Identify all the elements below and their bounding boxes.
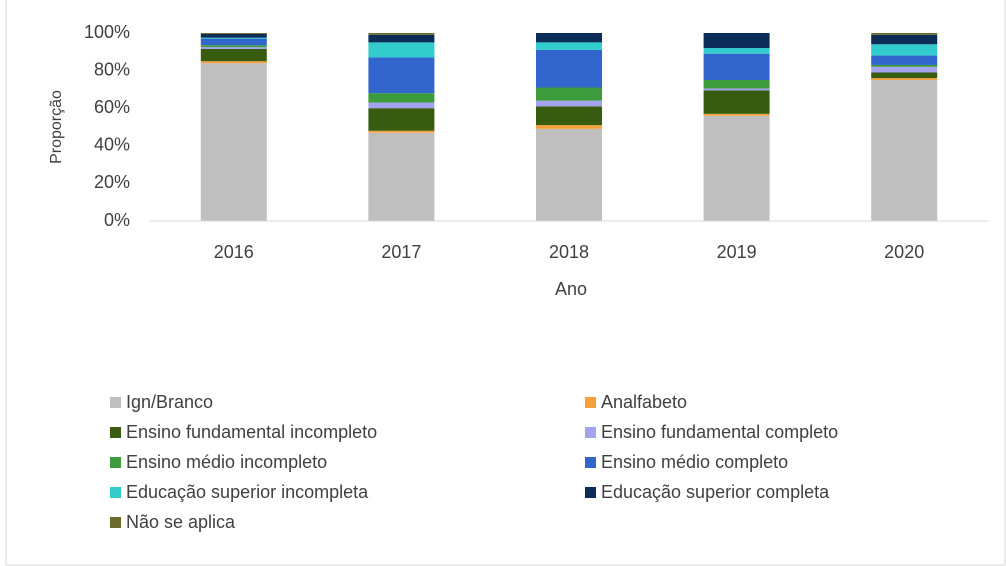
bar-segment xyxy=(871,44,938,56)
bar-segment xyxy=(871,55,938,65)
x-tick-label: 2016 xyxy=(214,242,254,262)
bar-segment xyxy=(703,53,770,80)
bar-segment xyxy=(871,80,938,221)
legend-label: Não se aplica xyxy=(126,512,236,532)
bar-segment xyxy=(200,33,267,34)
bar-segment xyxy=(536,49,602,88)
legend-swatch xyxy=(585,397,596,408)
bar-segment xyxy=(368,130,435,133)
bar-segment xyxy=(871,64,938,67)
legend-label: Ensino fundamental completo xyxy=(601,422,838,442)
y-tick-label: 0% xyxy=(104,210,130,230)
x-tick-label: 2017 xyxy=(381,242,421,262)
y-tick-label: 60% xyxy=(94,97,130,117)
bar-segment xyxy=(536,33,602,43)
y-tick-label: 100% xyxy=(84,22,130,42)
bar-segment xyxy=(200,37,267,39)
bar-segment xyxy=(200,63,267,221)
legend-swatch xyxy=(110,487,121,498)
legend-label: Educação superior incompleta xyxy=(126,482,369,502)
bar-segment xyxy=(200,47,267,49)
bar-segment xyxy=(368,132,435,221)
legend-swatch xyxy=(585,457,596,468)
legend-swatch xyxy=(585,427,596,438)
bar-segment xyxy=(703,113,770,116)
x-tick-label: 2019 xyxy=(717,242,757,262)
y-tick-label: 80% xyxy=(94,59,130,79)
bar-segment xyxy=(200,61,267,64)
bar-segment xyxy=(200,45,267,48)
bar-segment xyxy=(703,33,770,49)
bar-segment xyxy=(200,33,267,38)
bar-segment xyxy=(536,125,602,129)
bar-segment xyxy=(703,115,770,221)
bar-segment xyxy=(703,48,770,54)
x-tick-label: 2018 xyxy=(549,242,589,262)
legend-swatch xyxy=(585,487,596,498)
bar-segment xyxy=(703,90,770,114)
legend-label: Ensino médio incompleto xyxy=(126,452,327,472)
bar-segment xyxy=(368,93,435,103)
y-tick-label: 20% xyxy=(94,172,130,192)
bar-segment xyxy=(871,66,938,73)
bar-segment xyxy=(368,57,435,94)
bar-segment xyxy=(200,38,267,46)
bar-segment xyxy=(368,34,435,43)
bar-segment xyxy=(368,102,435,109)
legend-label: Analfabeto xyxy=(601,392,687,412)
legend-label: Ensino fundamental incompleto xyxy=(126,422,377,442)
bar-segment xyxy=(871,33,938,35)
bar-segment xyxy=(200,48,267,62)
legend-swatch xyxy=(110,457,121,468)
bar-segment xyxy=(536,87,602,101)
y-tick-label: 40% xyxy=(94,135,130,155)
legend-label: Educação superior completa xyxy=(601,482,830,502)
bar-segment xyxy=(536,100,602,107)
y-axis-label: Proporção xyxy=(48,90,65,164)
bar-segment xyxy=(536,106,602,126)
frame xyxy=(5,0,1006,566)
bar-segment xyxy=(368,33,435,35)
legend-label: Ensino médio completo xyxy=(601,452,788,472)
legend-label: Ign/Branco xyxy=(126,392,213,412)
legend-swatch xyxy=(110,517,121,528)
x-axis-label: Ano xyxy=(555,279,587,299)
bar-segment xyxy=(871,78,938,80)
legend-swatch xyxy=(110,397,121,408)
bar-segment xyxy=(536,128,602,221)
bar-segment xyxy=(871,34,938,45)
bar-segment xyxy=(368,108,435,131)
legend-swatch xyxy=(110,427,121,438)
bar-segment xyxy=(536,42,602,50)
bar-segment xyxy=(871,72,938,79)
bar-segment xyxy=(703,88,770,91)
bar-segment xyxy=(703,80,770,89)
bar-segment xyxy=(368,42,435,58)
x-tick-label: 2020 xyxy=(884,242,924,262)
